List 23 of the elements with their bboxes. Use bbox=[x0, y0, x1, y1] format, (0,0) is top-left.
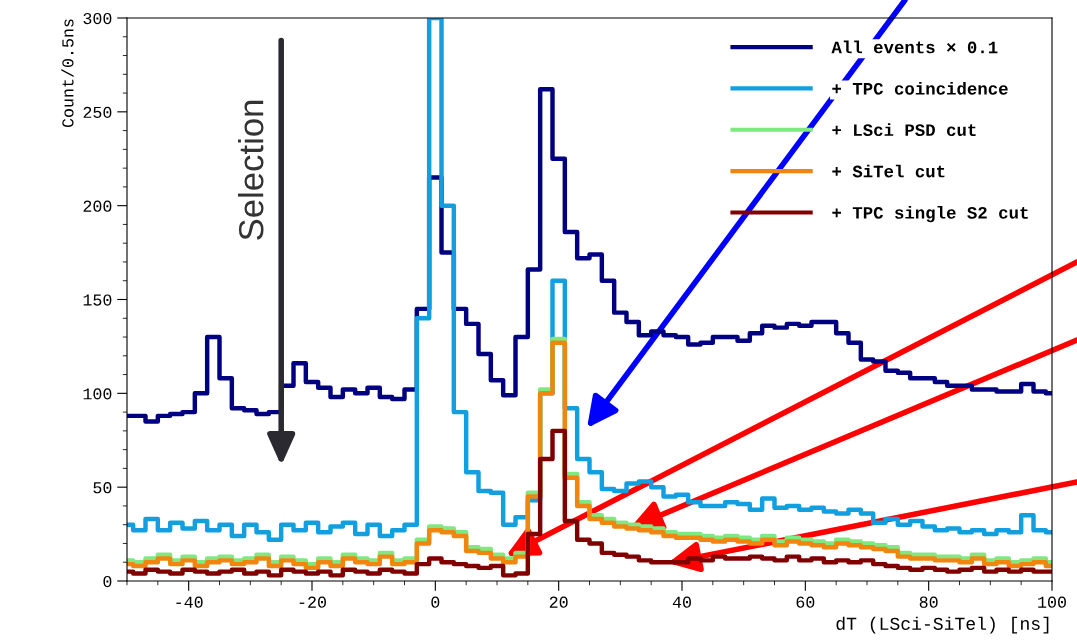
x-tick-label: -20 bbox=[299, 596, 326, 608]
y-tick-label: 100 bbox=[83, 388, 112, 400]
x-tick-label: 0 bbox=[431, 596, 440, 608]
y-tick-label: 300 bbox=[83, 12, 112, 25]
y-axis-title: Count/0.5ns bbox=[61, 19, 74, 128]
y-tick-label: 150 bbox=[83, 294, 112, 306]
legend-label: + LSci PSD cut bbox=[832, 123, 976, 137]
x-axis-title: dT (LSci-SiTel) [ns] bbox=[836, 616, 1049, 634]
x-tick-label: -40 bbox=[176, 596, 203, 608]
legend-label: + SiTel cut bbox=[832, 164, 945, 178]
y-tick-label: 200 bbox=[83, 200, 112, 212]
y-tick-label: 0 bbox=[103, 575, 112, 588]
x-tick-label: 40 bbox=[672, 596, 691, 608]
x-tick-label: 20 bbox=[549, 596, 568, 608]
y-tick-label: 250 bbox=[83, 106, 112, 119]
x-tick-label: 60 bbox=[796, 596, 815, 608]
x-tick-label: 80 bbox=[919, 596, 938, 608]
legend-label: + TPC single S2 cut bbox=[832, 206, 1028, 223]
x-tick-label: 100 bbox=[1038, 596, 1066, 608]
annotation: Selection bbox=[238, 100, 264, 240]
legend-label: + TPC coincidence bbox=[832, 81, 1008, 95]
y-tick-label: 50 bbox=[93, 482, 112, 494]
legend-label: All events × 0.1 bbox=[831, 40, 998, 54]
